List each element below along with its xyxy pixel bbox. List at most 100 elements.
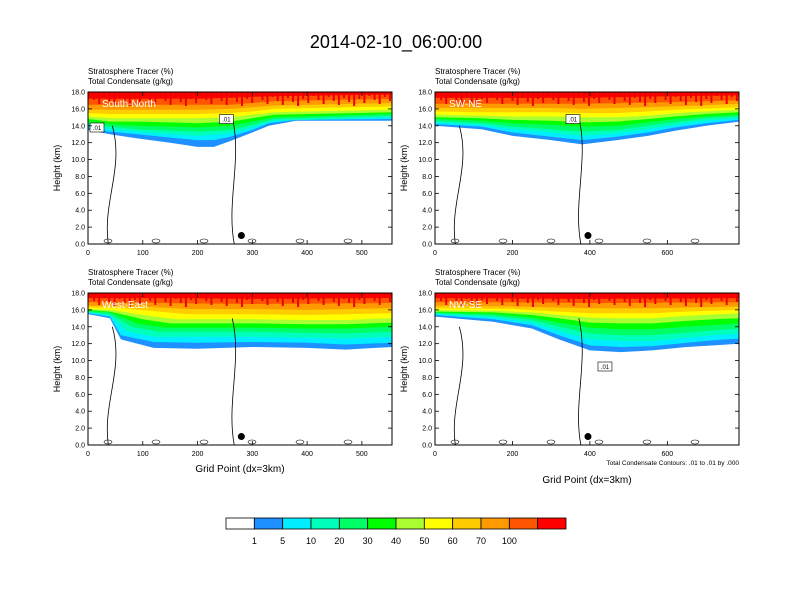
tracer-spike — [511, 92, 514, 101]
contour-label-box — [89, 122, 105, 133]
tracer-spike — [567, 293, 570, 302]
colorbar-label: 1 — [252, 536, 257, 546]
tracer-spike — [327, 92, 330, 97]
tracer-spike — [557, 92, 560, 104]
x-tick-label: 400 — [584, 451, 596, 458]
condensate-contour-small — [103, 439, 113, 445]
tracer-spike — [588, 92, 590, 106]
colorbar-swatch — [452, 517, 482, 530]
tracer-spike — [715, 92, 718, 96]
plot-area: .01 .01 — [88, 92, 392, 244]
tracer-spike — [195, 92, 198, 103]
tracer-spike — [598, 92, 601, 103]
tracer-spike — [470, 293, 473, 303]
x-tick-label: 200 — [192, 451, 204, 458]
condensate-contour-small — [498, 238, 508, 244]
tracer-spike — [98, 92, 101, 104]
tracer-spike — [88, 293, 90, 297]
tracer-spike — [526, 293, 529, 303]
y-tick-label: 16.0 — [418, 307, 432, 314]
tracer-spike — [190, 92, 192, 99]
tracer-spike — [317, 293, 320, 301]
tracer-spike — [230, 293, 233, 299]
tracer-spike — [363, 92, 366, 103]
tracer-spike — [679, 293, 682, 302]
tracer-spike — [108, 293, 111, 302]
tracer-spike — [103, 293, 106, 298]
tracer-spike — [588, 293, 590, 307]
y-tick-label: 14.0 — [71, 324, 85, 331]
x-tick-label: 400 — [301, 250, 313, 257]
panel-header-tracer: Stratosphere Tracer (%) — [88, 67, 174, 76]
contour-label: .01 — [222, 118, 231, 124]
tracer-spike — [383, 293, 386, 298]
y-axis-title: Height (km) — [52, 346, 62, 393]
tracer-spike — [348, 92, 351, 102]
tracer-spike — [205, 293, 208, 301]
y-tick-label: 10.0 — [71, 358, 85, 365]
tracer-spike — [445, 293, 448, 305]
tracer-spike — [144, 92, 147, 96]
y-tick-label: 16.0 — [418, 106, 432, 113]
tracer-spike — [184, 92, 187, 106]
tracer-spike — [664, 293, 667, 301]
tracer-spike — [654, 293, 657, 304]
tracer-spike — [613, 293, 616, 305]
tracer-spike — [465, 293, 468, 299]
tracer-spike — [705, 293, 708, 300]
y-tick-label: 12.0 — [418, 341, 432, 348]
tracer-spike — [159, 92, 162, 97]
tracer-spike — [501, 293, 504, 305]
tracer-spike — [200, 293, 203, 297]
condensate-contour-small — [199, 439, 209, 445]
tracer-spike — [577, 293, 580, 299]
tracer-spike — [261, 293, 264, 301]
tracer-spike — [118, 293, 121, 299]
tracer-spike — [128, 92, 131, 106]
colorbar-label: 100 — [502, 536, 517, 546]
tracer-spike — [149, 92, 152, 100]
tracer-spike — [608, 92, 611, 100]
tracer-spike — [674, 293, 677, 298]
tracer-spike — [649, 293, 652, 300]
y-tick-label: 12.0 — [71, 341, 85, 348]
tracer-spike — [302, 293, 305, 300]
x-tick-label: 0 — [433, 451, 437, 458]
tracer-spike — [440, 293, 443, 301]
tracer-spike — [307, 293, 310, 304]
y-axis-title: Height (km) — [52, 145, 62, 192]
tracer-spike — [281, 293, 284, 306]
tracer-spike — [322, 92, 325, 104]
tracer-spike — [700, 92, 703, 106]
x-tick-label: 0 — [433, 250, 437, 257]
x-tick-label: 0 — [86, 451, 90, 458]
condensate-contour-small — [343, 439, 353, 445]
condensate-contour — [231, 318, 237, 445]
y-tick-label: 16.0 — [71, 106, 85, 113]
y-tick-label: 4.0 — [75, 208, 85, 215]
tracer-spike — [332, 92, 335, 101]
y-tick-label: 2.0 — [75, 225, 85, 232]
tracer-spike — [292, 92, 294, 102]
colorbar-swatch — [253, 517, 284, 530]
tracer-spike — [725, 293, 728, 305]
colorbar-label: 30 — [363, 536, 373, 546]
tracer-spike — [562, 92, 565, 97]
tracer-spike — [480, 92, 483, 99]
tracer-spike — [730, 92, 733, 97]
plot-area: .01 — [435, 92, 739, 244]
tracer-spike — [516, 293, 519, 306]
tracer-spike — [501, 92, 504, 104]
tracer-spike — [225, 92, 228, 105]
tracer-spike — [154, 92, 157, 104]
tracer-spike — [210, 293, 213, 305]
tracer-spike — [644, 92, 647, 106]
tracer-spike — [669, 92, 672, 104]
panel-header-condensate: Total Condensate (g/kg) — [88, 77, 173, 86]
tracer-spike — [276, 92, 279, 101]
tracer-spike — [184, 293, 187, 307]
tracer-spike — [547, 293, 550, 297]
tracer-spike — [220, 293, 223, 302]
y-tick-label: 6.0 — [422, 392, 432, 399]
